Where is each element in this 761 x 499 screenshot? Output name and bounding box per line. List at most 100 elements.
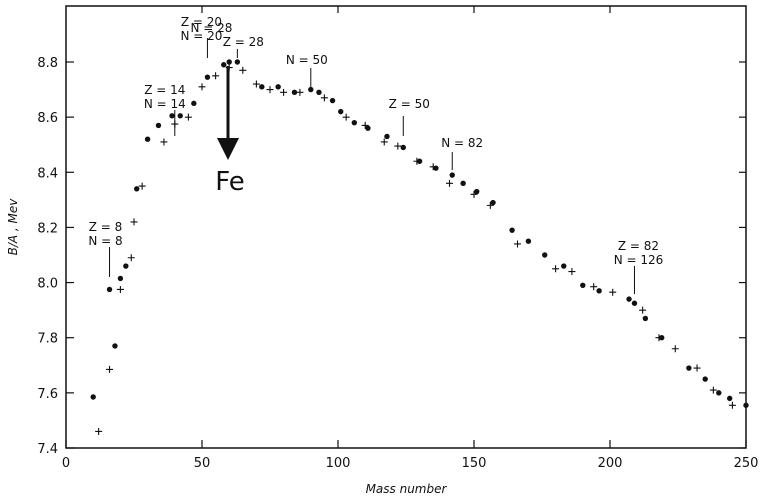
axis-ticks xyxy=(65,6,747,449)
data-point-plus xyxy=(239,66,247,74)
annotation-label: Z = 8 xyxy=(89,220,123,234)
annotation-label: N = 14 xyxy=(144,97,186,111)
annotation-label: N = 50 xyxy=(286,53,328,67)
y-tick-label: 8.0 xyxy=(37,277,58,292)
data-point-dot xyxy=(338,108,344,115)
x-tick-labels: 0 50 100 150 200 250 xyxy=(62,456,759,471)
data-point-plus xyxy=(552,265,560,273)
y-tick-label: 7.8 xyxy=(37,332,58,347)
data-point-plus xyxy=(138,182,146,190)
data-point-dot xyxy=(169,113,175,119)
data-point-plus xyxy=(639,306,647,314)
x-tick-label: 50 xyxy=(194,456,211,471)
fe-arrow: Fe xyxy=(215,66,245,197)
fe-arrow-head xyxy=(217,138,239,160)
data-point-plus xyxy=(470,190,478,198)
data-point-dot xyxy=(509,227,515,233)
data-point-dot xyxy=(490,199,496,206)
data-point-plus xyxy=(130,218,138,226)
data-point-dot xyxy=(329,97,336,104)
y-tick-label: 7.4 xyxy=(37,442,58,457)
data-point-plus xyxy=(361,121,369,129)
y-tick-label: 8.4 xyxy=(37,166,58,181)
data-point-dot xyxy=(474,188,480,195)
data-point-plus xyxy=(693,364,701,372)
data-point-plus xyxy=(486,201,494,209)
data-point-plus xyxy=(160,138,168,146)
data-point-dot xyxy=(291,89,298,96)
data-point-dot xyxy=(351,119,358,126)
data-point-plus xyxy=(394,142,402,150)
data-point-dot xyxy=(449,172,455,178)
data-point-dot xyxy=(226,59,232,65)
annotation-label: Z = 20 xyxy=(181,15,222,29)
data-point-plus xyxy=(671,345,679,353)
data-point-plus xyxy=(184,113,192,121)
data-point-dot xyxy=(384,133,390,140)
x-axis-title: Mass number xyxy=(366,482,448,496)
y-tick-label: 8.8 xyxy=(37,56,58,71)
data-point-plus xyxy=(198,83,206,91)
data-point-plus xyxy=(446,179,454,187)
x-tick-label: 100 xyxy=(326,456,351,471)
data-point-plus xyxy=(568,268,576,276)
x-tick-label: 200 xyxy=(598,456,623,471)
data-point-plus xyxy=(266,86,274,94)
data-point-plus xyxy=(252,80,260,88)
data-point-plus xyxy=(380,138,388,146)
data-point-dot xyxy=(596,288,602,294)
y-axis-title: B/A , Mev xyxy=(6,198,20,256)
data-point-plus xyxy=(320,94,328,102)
data-point-dot xyxy=(626,296,632,302)
data-point-dot xyxy=(123,263,129,269)
data-point-dot xyxy=(743,402,749,408)
data-point-plus xyxy=(280,88,288,96)
data-point-dot xyxy=(204,74,211,80)
data-point-plus xyxy=(296,88,304,96)
data-point-plus xyxy=(514,240,522,248)
data-point-dot xyxy=(716,390,722,396)
plot-frame xyxy=(65,5,747,449)
data-point-plus xyxy=(171,120,179,128)
data-point-dot xyxy=(191,100,197,107)
data-point-dot xyxy=(365,125,371,131)
data-point-dot xyxy=(134,186,140,192)
x-tick-label: 250 xyxy=(734,456,759,471)
data-point-plus xyxy=(106,365,114,373)
annotation-label: Z = 14 xyxy=(144,83,185,97)
x-tick-label: 150 xyxy=(462,456,487,471)
data-point-dot xyxy=(542,252,548,258)
data-point-plus xyxy=(413,157,421,165)
data-point-dot xyxy=(642,315,649,322)
data-point-dot xyxy=(316,89,322,96)
y-tick-label: 8.6 xyxy=(37,111,58,126)
annotation-label: Z = 28 xyxy=(223,35,264,49)
annotation-label: N = 126 xyxy=(614,253,664,267)
data-point-dot xyxy=(275,84,281,90)
x-tick-label: 0 xyxy=(62,456,70,471)
data-point-dot xyxy=(580,282,586,289)
y-tick-label: 8.2 xyxy=(37,221,58,236)
data-point-dot xyxy=(259,84,265,90)
annotation-label: N = 8 xyxy=(88,234,122,248)
data-point-plus xyxy=(609,288,617,296)
annotation-label: N = 28 xyxy=(190,21,232,35)
data-point-dot xyxy=(308,86,314,93)
data-point-dot xyxy=(525,238,532,244)
y-tick-labels: 7.4 7.6 7.8 8.0 8.2 8.4 8.6 8.8 xyxy=(37,56,58,457)
annotation-label: Z = 82 xyxy=(618,239,659,253)
data-point-plus xyxy=(429,163,437,171)
data-point-dot xyxy=(561,263,567,269)
annotation-leader-lines xyxy=(109,38,635,294)
data-point-plus xyxy=(116,285,124,293)
data-point-dot xyxy=(221,62,227,68)
data-point-plus xyxy=(212,72,220,80)
data-point-plus xyxy=(590,283,598,291)
data-point-plus xyxy=(655,334,663,342)
y-tick-label: 7.6 xyxy=(37,387,58,402)
data-point-dot xyxy=(155,122,162,129)
data-point-dot xyxy=(90,394,96,400)
data-point-plus xyxy=(342,113,350,121)
data-point-dot xyxy=(112,343,118,349)
data-point-plus xyxy=(709,386,717,394)
